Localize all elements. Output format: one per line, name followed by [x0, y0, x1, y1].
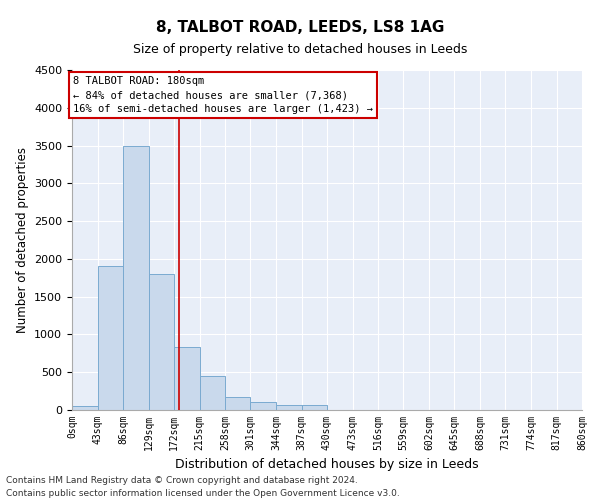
Bar — [72, 406, 97, 410]
Bar — [251, 402, 276, 410]
X-axis label: Distribution of detached houses by size in Leeds: Distribution of detached houses by size … — [175, 458, 479, 471]
Text: 8, TALBOT ROAD, LEEDS, LS8 1AG: 8, TALBOT ROAD, LEEDS, LS8 1AG — [156, 20, 444, 35]
Bar — [149, 274, 174, 410]
Bar — [276, 404, 302, 410]
Text: Contains public sector information licensed under the Open Government Licence v3: Contains public sector information licen… — [6, 488, 400, 498]
Bar — [199, 376, 225, 410]
Bar — [123, 146, 149, 410]
Text: Size of property relative to detached houses in Leeds: Size of property relative to detached ho… — [133, 42, 467, 56]
Text: 8 TALBOT ROAD: 180sqm
← 84% of detached houses are smaller (7,368)
16% of semi-d: 8 TALBOT ROAD: 180sqm ← 84% of detached … — [73, 76, 373, 114]
Bar — [174, 348, 199, 410]
Bar — [97, 266, 123, 410]
Y-axis label: Number of detached properties: Number of detached properties — [16, 147, 29, 333]
Bar — [302, 406, 327, 410]
Bar — [225, 397, 251, 410]
Text: Contains HM Land Registry data © Crown copyright and database right 2024.: Contains HM Land Registry data © Crown c… — [6, 476, 358, 485]
